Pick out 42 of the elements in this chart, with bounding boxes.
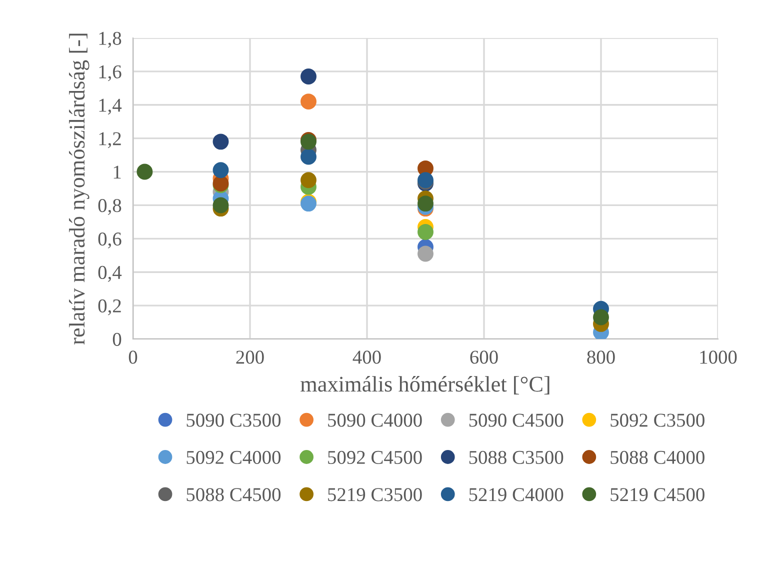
x-tick-label: 200: [236, 350, 264, 364]
y-tick-label: 0,8: [98, 199, 122, 215]
legend-label: 5092 C4500: [328, 450, 422, 464]
y-tick-label: 0,4: [98, 266, 122, 282]
legend-label: 5090 C4000: [328, 414, 422, 427]
legend-label: 5088 C4000: [610, 450, 704, 464]
point: [136, 164, 153, 180]
point: [593, 309, 609, 326]
x-axis-title: maximális hőmérséklet [°C]: [300, 376, 550, 394]
legend-label: 5088 C4500: [186, 488, 281, 502]
legend-label: 5219 C4500: [610, 488, 704, 502]
y-tick-label: 0,6: [98, 232, 122, 248]
y-tick-label: 0,2: [98, 299, 121, 316]
legend-label: 5219 C3500: [328, 488, 422, 502]
y-tick-label: 1,8: [99, 32, 122, 48]
x-tick-label: 400: [352, 350, 381, 364]
legend-label: 5092 C3500: [610, 414, 704, 427]
legend-label: 5092 C4000: [186, 450, 281, 464]
point: [418, 246, 434, 262]
legend-label: 5219 C4000: [469, 488, 564, 502]
x-tick-label: 1000: [700, 350, 737, 364]
point: [212, 134, 229, 150]
legend-label: 5090 C4500: [469, 414, 564, 427]
y-tick-label: 0: [112, 332, 122, 346]
point: [212, 162, 229, 178]
point: [418, 224, 434, 240]
point: [300, 148, 316, 165]
point: [300, 68, 316, 84]
legend-label: 5090 C3500: [186, 414, 281, 427]
y-tick-label: 1,4: [99, 98, 122, 115]
point: [300, 172, 316, 188]
x-tick-label: 0: [128, 350, 138, 364]
legend-label: 5088 C3500: [469, 450, 564, 464]
y-tick-label: 1,2: [99, 132, 121, 148]
y-tick-label: 1: [114, 166, 121, 179]
point: [212, 197, 229, 214]
x-tick-label: 600: [470, 350, 498, 364]
point: [418, 196, 434, 212]
point: [300, 94, 316, 110]
y-tick-label: 1,6: [99, 65, 122, 82]
x-tick-label: 800: [587, 350, 615, 364]
y-axis-title: relatív maradó nyomószilárdság [-]: [69, 34, 90, 344]
